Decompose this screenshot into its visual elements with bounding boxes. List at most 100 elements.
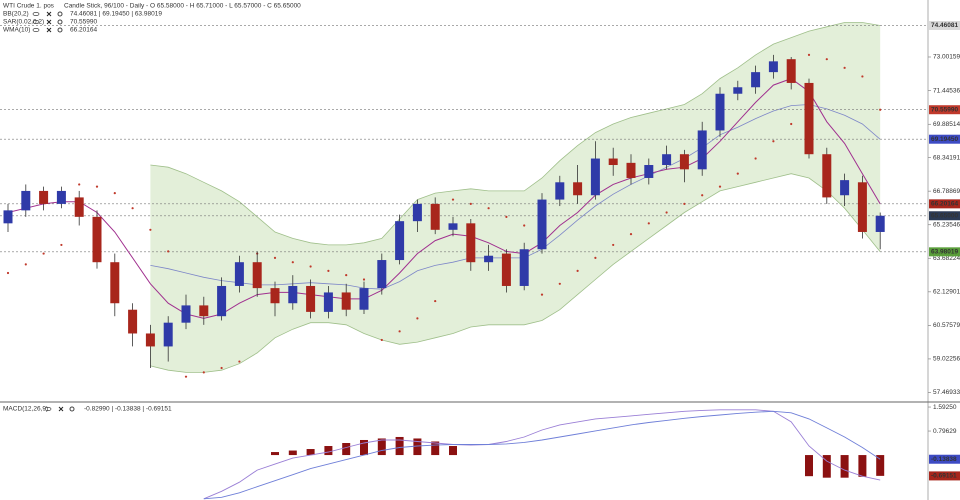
- candle-body[interactable]: [804, 82, 814, 155]
- candle-body[interactable]: [751, 72, 761, 88]
- sar-dot: [6, 271, 10, 275]
- candle-body[interactable]: [733, 87, 743, 94]
- candle-body[interactable]: [626, 162, 636, 178]
- candle-body[interactable]: [768, 61, 778, 73]
- sar-dot: [167, 250, 170, 253]
- legend-values: 74.46081 | 69.19450 | 63.98019: [70, 11, 162, 18]
- remove-icon[interactable]: [46, 11, 52, 17]
- sar-dot: [273, 256, 277, 259]
- remove-icon[interactable]: [46, 27, 52, 33]
- histogram-bar: [342, 443, 351, 456]
- candle-body[interactable]: [875, 215, 885, 232]
- sar-dot: [202, 371, 205, 374]
- histogram-bar: [822, 455, 831, 478]
- visibility-icon[interactable]: [32, 28, 40, 32]
- candle-body[interactable]: [840, 180, 850, 196]
- settings-icon[interactable]: [57, 27, 63, 33]
- candle-body[interactable]: [234, 262, 244, 286]
- candle-body[interactable]: [377, 260, 387, 289]
- candle-body[interactable]: [519, 249, 529, 286]
- band-lower: [150, 173, 881, 373]
- candle-body[interactable]: [590, 158, 600, 196]
- candle-body[interactable]: [430, 203, 440, 230]
- candle-body[interactable]: [448, 223, 458, 230]
- settings-icon[interactable]: [57, 19, 63, 25]
- candle-body[interactable]: [555, 182, 565, 200]
- candle-body[interactable]: [74, 197, 84, 217]
- candle-body[interactable]: [288, 285, 298, 304]
- candle-body[interactable]: [181, 305, 191, 323]
- candle-body[interactable]: [21, 190, 31, 211]
- candle-body[interactable]: [501, 253, 511, 286]
- candle-body[interactable]: [822, 154, 832, 198]
- y-tick-label: 60.57579: [933, 322, 960, 329]
- candle-body[interactable]: [679, 154, 689, 170]
- candle-body[interactable]: [484, 255, 494, 263]
- candle-body[interactable]: [857, 182, 867, 232]
- candle-body[interactable]: [306, 285, 316, 312]
- candle-body[interactable]: [3, 210, 13, 224]
- candle-body[interactable]: [412, 203, 422, 222]
- settings-icon[interactable]: [57, 11, 63, 17]
- candle-body[interactable]: [359, 288, 369, 310]
- settings-icon[interactable]: [69, 406, 75, 412]
- candle-body[interactable]: [92, 216, 102, 263]
- candle-body[interactable]: [199, 305, 209, 317]
- visibility-icon[interactable]: [32, 12, 40, 16]
- candle-body[interactable]: [145, 333, 155, 347]
- histogram-bar: [324, 446, 333, 456]
- sar-dot: [291, 261, 294, 264]
- sar-dot: [309, 265, 312, 268]
- price-label-bg: [929, 471, 960, 481]
- sar-dot: [24, 263, 27, 266]
- histogram-bar: [288, 450, 297, 456]
- sar-dot: [825, 58, 828, 61]
- chart-title: WTI Crude 1. pos: [3, 3, 55, 10]
- candle-body[interactable]: [252, 262, 262, 289]
- sar-dot: [754, 157, 757, 160]
- candle-body[interactable]: [537, 199, 547, 250]
- legend-name: SAR(0.02,0.2): [3, 19, 44, 26]
- y-tick-label: 71.44536: [933, 87, 960, 94]
- histogram-bar: [395, 436, 404, 456]
- candle-body[interactable]: [573, 182, 583, 196]
- price-label: 74.46081: [931, 22, 958, 29]
- candle-body[interactable]: [395, 221, 405, 261]
- y-tick-label: 59.02256: [933, 356, 960, 363]
- candle-body[interactable]: [110, 262, 120, 304]
- candle-body[interactable]: [466, 223, 476, 263]
- visibility-icon[interactable]: [44, 407, 52, 411]
- candle-body[interactable]: [39, 190, 49, 204]
- candle-body[interactable]: [163, 322, 173, 347]
- remove-icon[interactable]: [58, 406, 64, 412]
- candle-body[interactable]: [341, 292, 351, 310]
- y-tick-label: 66.78869: [933, 188, 960, 195]
- visibility-icon[interactable]: [32, 20, 40, 24]
- candle-body[interactable]: [270, 288, 280, 304]
- sar-dot: [434, 299, 437, 303]
- candle-body[interactable]: [323, 292, 333, 312]
- histogram-bar: [876, 455, 885, 476]
- candle-body[interactable]: [786, 59, 796, 83]
- macd-line: [203, 409, 881, 500]
- sar-dot: [807, 53, 811, 56]
- candle-body[interactable]: [608, 158, 618, 166]
- sar-dot: [238, 360, 241, 363]
- candle-body[interactable]: [644, 165, 654, 178]
- candle-body[interactable]: [56, 190, 66, 204]
- sar-dot: [416, 317, 419, 320]
- sar-dot: [629, 233, 633, 236]
- candle-body[interactable]: [662, 154, 672, 166]
- sar-dot: [113, 191, 116, 195]
- candle-body[interactable]: [128, 309, 138, 334]
- candle-body[interactable]: [715, 93, 725, 131]
- histogram-bar: [377, 438, 386, 456]
- sar-dot: [718, 185, 722, 188]
- candle-body[interactable]: [217, 285, 227, 317]
- macd-line: [203, 410, 881, 500]
- sar-dot: [327, 269, 330, 272]
- remove-icon[interactable]: [46, 19, 52, 25]
- candle-body[interactable]: [697, 130, 707, 170]
